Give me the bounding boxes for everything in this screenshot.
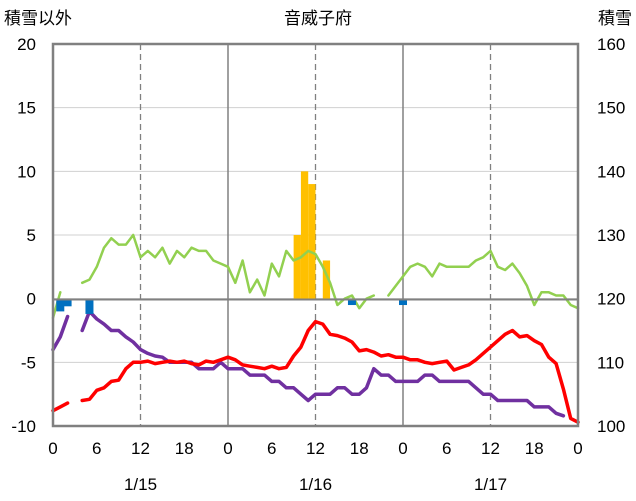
dewpoint-line bbox=[80, 309, 566, 418]
x-tick-label: 12 bbox=[481, 439, 500, 458]
wind-marker bbox=[85, 298, 94, 314]
x-tick-label: 18 bbox=[350, 439, 369, 458]
chart-title: 音威子府 bbox=[284, 9, 352, 29]
temperature-line bbox=[51, 401, 70, 413]
precip-bar bbox=[322, 260, 331, 299]
wind-marker bbox=[63, 298, 72, 307]
dewpoint-line bbox=[51, 314, 70, 352]
x-tick-label: 18 bbox=[525, 439, 544, 458]
x-tick-label: 6 bbox=[442, 439, 451, 458]
temperature-line bbox=[80, 319, 580, 424]
left-tick-label: 15 bbox=[17, 99, 36, 118]
x-tick-label: 6 bbox=[92, 439, 101, 458]
right-tick-label: 150 bbox=[597, 99, 625, 118]
wind-marker bbox=[399, 298, 407, 306]
right-tick-labels: 160 150 140 130 120 110 100 bbox=[597, 35, 625, 436]
date-labels: 1/15 1/16 1/17 bbox=[124, 475, 507, 494]
left-tick-label: -5 bbox=[21, 353, 36, 372]
left-tick-label: 0 bbox=[27, 290, 36, 309]
right-tick-label: 140 bbox=[597, 162, 625, 181]
right-axis-label: 積雪 bbox=[598, 9, 632, 29]
plot-frame bbox=[51, 42, 580, 428]
left-tick-label: 10 bbox=[17, 162, 36, 181]
x-tick-label: 6 bbox=[267, 439, 276, 458]
left-tick-label: 5 bbox=[27, 226, 36, 245]
wind-marker bbox=[56, 298, 65, 312]
left-axis-label: 積雪以外 bbox=[4, 9, 72, 29]
left-tick-label: -10 bbox=[11, 417, 36, 436]
snow-depth-line bbox=[80, 233, 376, 310]
precip-bars bbox=[293, 171, 331, 299]
x-tick-label: 0 bbox=[573, 439, 582, 458]
snow-depth-line bbox=[387, 249, 580, 310]
x-tick-label: 0 bbox=[48, 439, 57, 458]
x-tick-label: 0 bbox=[398, 439, 407, 458]
right-tick-label: 100 bbox=[597, 417, 625, 436]
date-label: 1/15 bbox=[124, 475, 157, 494]
x-tick-label: 12 bbox=[131, 439, 150, 458]
x-tick-labels: 0 6 12 18 0 6 12 18 0 6 12 18 0 bbox=[48, 439, 582, 458]
right-tick-label: 160 bbox=[597, 35, 625, 54]
wind-marker bbox=[347, 298, 356, 306]
date-label: 1/16 bbox=[299, 475, 332, 494]
x-tick-label: 0 bbox=[223, 439, 232, 458]
left-tick-label: 20 bbox=[17, 35, 36, 54]
right-tick-label: 110 bbox=[597, 353, 624, 372]
right-tick-label: 130 bbox=[597, 226, 625, 245]
right-tick-label: 120 bbox=[597, 290, 625, 309]
precip-bar bbox=[308, 184, 316, 299]
wind-markers bbox=[56, 298, 407, 314]
date-label: 1/17 bbox=[474, 475, 507, 494]
precip-bar bbox=[300, 171, 309, 299]
precip-bar bbox=[293, 235, 301, 299]
x-tick-label: 12 bbox=[306, 439, 325, 458]
x-tick-label: 18 bbox=[175, 439, 194, 458]
left-tick-labels: 20 15 10 5 0 -5 -10 bbox=[11, 35, 36, 436]
